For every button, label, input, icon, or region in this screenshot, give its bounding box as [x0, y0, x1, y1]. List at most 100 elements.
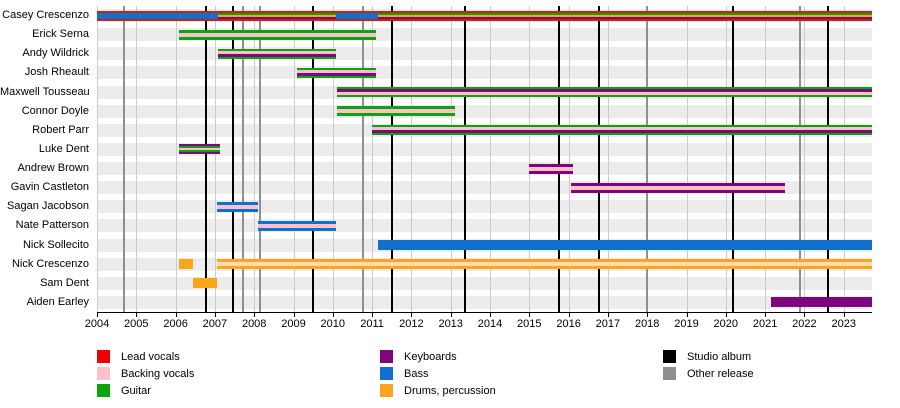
member-label: Gavin Castleton: [10, 181, 89, 194]
axis-tick: [529, 313, 531, 317]
legend-item: Studio album: [663, 348, 754, 365]
legend-item: Backing vocals: [97, 365, 194, 382]
instrument-stripe-keys: [570, 189, 785, 193]
instrument-stripe-lead: [97, 10, 872, 13]
legend-swatch-drums: [380, 384, 393, 397]
axis-tick: [136, 313, 138, 317]
member-label: Sagan Jacobson: [7, 200, 89, 213]
tenure-bar: [770, 297, 872, 308]
instrument-stripe-backing: [218, 50, 336, 54]
tenure-bar: [97, 10, 872, 21]
other-release-line: [646, 6, 649, 312]
legend-swatch-keys: [380, 350, 393, 363]
studio-album-line: [390, 6, 393, 312]
legend-column: Studio album Other release: [663, 348, 754, 382]
tenure-bar: [178, 29, 377, 40]
axis-tick: [97, 313, 98, 317]
row-band: [97, 200, 872, 214]
other-release-line: [242, 6, 245, 312]
tenure-bar: [193, 278, 217, 289]
tenure-bar: [216, 259, 872, 270]
year-tick-label: 2006: [163, 318, 188, 330]
axis-tick: [332, 313, 334, 317]
instrument-stripe-keys: [372, 130, 872, 134]
instrument-stripe-bass: [216, 201, 259, 205]
year-gridline: [725, 6, 727, 312]
year-gridline: [490, 6, 491, 312]
instrument-stripe-guitar: [178, 36, 377, 40]
row-band: [97, 142, 872, 156]
tenure-bar: [218, 48, 336, 59]
instrument-stripe-guitar: [218, 48, 336, 51]
legend-column: Keyboards Bass Drums, percussion: [380, 348, 496, 399]
instrument-stripe-keys: [178, 152, 220, 155]
row-band: [97, 47, 872, 61]
instrument-stripe-drums: [216, 259, 872, 263]
year-gridline: [175, 6, 177, 312]
instrument-stripe-guitar: [97, 12, 872, 15]
tenure-bar: [178, 259, 194, 270]
row-band: [97, 276, 872, 290]
plot-area: [97, 6, 872, 313]
legend-swatch-album: [663, 350, 676, 363]
year-tick-label: 2015: [517, 318, 542, 330]
legend-label: Other release: [687, 367, 754, 380]
year-gridline: [372, 6, 374, 312]
axis-tick: [254, 313, 256, 317]
year-tick-label: 2020: [713, 318, 739, 330]
member-label: Casey Crescenzo: [2, 9, 89, 21]
year-tick-label: 2019: [674, 318, 699, 330]
instrument-stripe-keys: [218, 53, 336, 57]
row-band: [97, 219, 872, 233]
member-label: Josh Rheault: [24, 66, 89, 79]
other-release-line: [362, 6, 365, 312]
member-label: Connor Doyle: [21, 104, 89, 117]
year-tick-label: 2018: [634, 318, 660, 330]
instrument-stripe-guitar: [336, 106, 455, 110]
instrument-stripe-backing: [336, 109, 455, 114]
legend-label: Drums, percussion: [404, 384, 496, 397]
instrument-stripe-backing_drums: [216, 262, 872, 267]
legend-label: Guitar: [121, 384, 151, 397]
legend-swatch-bass: [380, 367, 393, 380]
studio-album-line: [826, 6, 829, 312]
instrument-stripe-backing: [297, 69, 377, 73]
axis-tick: [450, 313, 452, 317]
year-tick-label: 2023: [831, 318, 856, 330]
year-tick-label: 2004: [84, 318, 110, 330]
instrument-stripe-drums: [216, 266, 872, 270]
instrument-stripe-keys: [770, 297, 872, 308]
year-gridline: [843, 6, 845, 312]
year-gridline: [332, 6, 334, 312]
year-tick-label: 2007: [202, 318, 228, 330]
instrument-stripe-keys: [178, 144, 220, 147]
bass-overlay-segment: [335, 12, 378, 19]
year-tick-label: 2021: [752, 318, 778, 330]
year-tick-label: 2016: [556, 318, 581, 330]
legend-item: Lead vocals: [97, 348, 194, 365]
studio-album-line: [231, 6, 234, 312]
tenure-bar: [297, 67, 377, 78]
axis-tick: [293, 313, 295, 317]
instrument-stripe-keys: [97, 16, 872, 19]
tenure-bar: [529, 163, 573, 174]
instrument-stripe-guitar: [372, 133, 872, 136]
bass-overlay-segment: [97, 12, 219, 19]
other-release-line: [122, 6, 125, 312]
row-band: [97, 295, 872, 309]
axis-tick: [214, 313, 216, 317]
axis-tick: [372, 313, 374, 317]
legend-column: Lead vocals Backing vocals Guitar: [97, 348, 194, 399]
tenure-bar: [377, 240, 872, 251]
axis-tick: [607, 313, 609, 317]
instrument-stripe-lead: [97, 18, 872, 21]
x-axis: 2004 2005 2006 2007 2008 2009 2010 2011 2012 2013…: [85, 313, 872, 335]
member-label: Robert Parr: [32, 123, 89, 136]
year-gridline: [450, 6, 452, 312]
legend-item: Drums, percussion: [380, 382, 496, 399]
legend-label: Studio album: [687, 350, 752, 363]
axis-tick: [490, 313, 491, 317]
year-gridline: [607, 6, 609, 312]
row-band: [97, 104, 872, 118]
